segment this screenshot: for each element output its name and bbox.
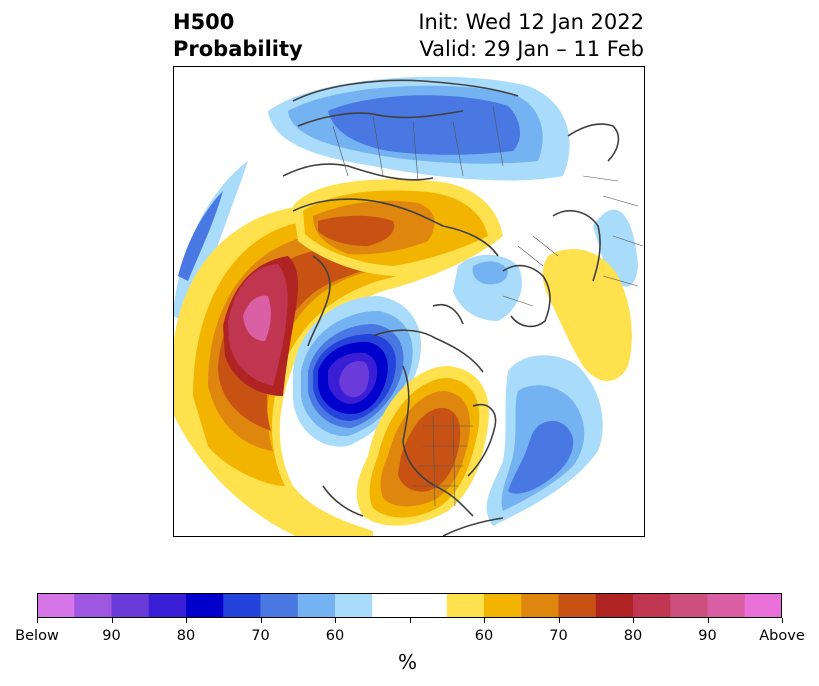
colorbar-tick-label: 60 bbox=[474, 628, 494, 644]
colorbar-swatch bbox=[260, 593, 299, 618]
anomaly-blue-east-edge bbox=[593, 209, 638, 287]
map-title: H500 Probability bbox=[173, 9, 303, 63]
colorbar-tick-label: 60 bbox=[325, 628, 345, 644]
colorbar-tick-mark bbox=[111, 618, 113, 623]
coastlines bbox=[282, 79, 620, 537]
colorbar-swatches bbox=[37, 593, 783, 618]
colorbar-swatch bbox=[484, 593, 522, 618]
colorbar-swatch bbox=[633, 593, 671, 618]
colorbar-swatch bbox=[446, 593, 485, 618]
colorbar-tick-mark bbox=[260, 618, 262, 623]
colorbar-tick-mark bbox=[707, 618, 709, 623]
colorbar-tick-mark bbox=[409, 618, 411, 623]
map-border bbox=[173, 66, 645, 537]
colorbar-tick-label: 90 bbox=[698, 628, 717, 644]
anomaly-low-90 bbox=[339, 361, 370, 398]
colorbar-tick-label: 70 bbox=[251, 628, 270, 644]
colorbar-swatch bbox=[74, 593, 112, 618]
colorbar-border bbox=[37, 593, 782, 618]
colorbar-swatch bbox=[744, 593, 783, 618]
colorbar-tick-mark bbox=[633, 618, 634, 623]
colorbar-swatch bbox=[148, 593, 187, 618]
colorbar-tick-label: 80 bbox=[623, 628, 643, 644]
colorbar-swatch bbox=[558, 593, 597, 618]
colorbar-tick-label: 70 bbox=[549, 628, 568, 644]
probability-colorbar bbox=[37, 593, 783, 618]
title-product: Probability bbox=[173, 37, 303, 61]
colorbar-swatch bbox=[223, 593, 261, 618]
anomaly-blue-north-70 bbox=[328, 95, 520, 155]
political-borders bbox=[332, 105, 644, 507]
colorbar-unit: % bbox=[398, 650, 418, 674]
polar-map-canvas bbox=[173, 66, 645, 537]
colorbar-tick-mark bbox=[37, 618, 38, 623]
map-dates: Init: Wed 12 Jan 2022 Valid: 29 Jan – 11… bbox=[360, 9, 644, 63]
colorbar-tick-label: 80 bbox=[176, 628, 196, 644]
anomaly-blue-atlantic-70 bbox=[508, 420, 574, 494]
colorbar-swatch bbox=[707, 593, 746, 618]
anomaly-warm-pacific-95 bbox=[243, 295, 271, 341]
colorbar-swatch bbox=[595, 593, 634, 618]
colorbar-tick-mark bbox=[782, 618, 783, 623]
colorbar-tick-label: Below bbox=[15, 628, 59, 644]
probability-map bbox=[173, 66, 645, 537]
colorbar-swatch bbox=[335, 593, 373, 618]
anomaly-blue-west-edge-inner bbox=[178, 191, 223, 281]
title-variable: H500 bbox=[173, 10, 235, 34]
hemisphere-mask bbox=[173, 66, 645, 537]
colorbar-swatch bbox=[297, 593, 336, 618]
colorbar-tick-mark bbox=[484, 618, 485, 623]
colorbar-tick-label: 90 bbox=[102, 628, 121, 644]
anomaly-blue-siberia-small-60 bbox=[472, 261, 508, 285]
colorbar-tick-label: Above bbox=[759, 628, 805, 644]
colorbar-swatch bbox=[111, 593, 150, 618]
colorbar-swatch bbox=[186, 593, 224, 618]
valid-period: Valid: 29 Jan – 11 Feb bbox=[419, 37, 644, 61]
colorbar-swatch bbox=[521, 593, 559, 618]
colorbar-swatch bbox=[37, 593, 75, 618]
anomaly-warm-us-80 bbox=[398, 407, 461, 492]
colorbar-swatch bbox=[409, 593, 448, 618]
anomaly-warm-north-80 bbox=[318, 215, 395, 246]
init-date: Init: Wed 12 Jan 2022 bbox=[418, 10, 644, 34]
colorbar-tick-mark bbox=[558, 618, 560, 623]
colorbar-tick-mark bbox=[186, 618, 187, 623]
probability-contours bbox=[173, 76, 638, 537]
colorbar-swatch bbox=[372, 593, 410, 618]
colorbar-tick-mark bbox=[335, 618, 336, 623]
colorbar-swatch bbox=[670, 593, 708, 618]
anomaly-warm-east-50 bbox=[542, 248, 632, 381]
